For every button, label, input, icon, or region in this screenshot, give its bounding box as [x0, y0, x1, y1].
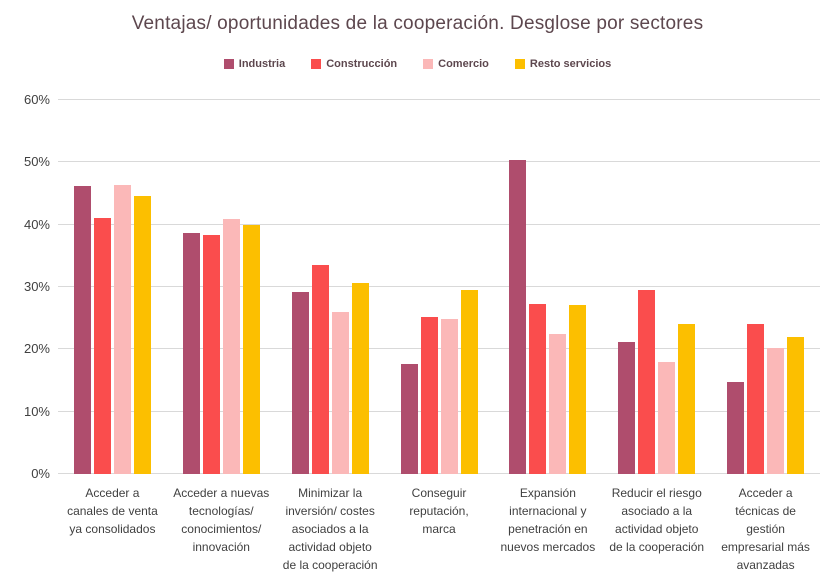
legend-label: Industria: [238, 58, 286, 70]
gridline-10: [58, 410, 820, 412]
bar-group-2: [167, 100, 276, 474]
bar-resto-servicios-cat4: [460, 289, 478, 474]
y-axis: 0% 10% 20% 30% 40% 50% 60%: [6, 92, 50, 481]
legend-swatch-icon: [514, 59, 525, 69]
y-tick-label-50: 50%: [23, 154, 50, 170]
bar-industria-cat1: [73, 186, 91, 474]
bar-comercio-cat1: [113, 184, 131, 474]
y-tick-label-60: 60%: [23, 92, 50, 107]
chart-legend: Industria Construcción Comercio Resto servi…: [0, 58, 835, 70]
bar-resto-servicios-cat6: [678, 323, 696, 474]
legend-item-comercio: Comercio: [423, 58, 489, 70]
bar-construcción-cat1: [93, 217, 111, 474]
bar-construcción-cat4: [420, 316, 438, 474]
bar-resto-servicios-cat2: [242, 224, 260, 474]
bar-group-6: [602, 100, 711, 474]
bar-resto-servicios-cat7: [787, 336, 805, 474]
y-tick-label-40: 40%: [23, 216, 50, 232]
bar-group-3: [276, 100, 385, 474]
bar-construcción-cat3: [311, 265, 329, 474]
bar-industria-cat6: [618, 341, 636, 474]
bar-comercio-cat3: [331, 311, 349, 474]
chart-title: Ventajas/ oportunidades de la cooperació…: [131, 13, 704, 34]
bar-construcción-cat2: [202, 235, 220, 474]
bar-group-5: [493, 100, 602, 474]
y-tick-label-20: 20%: [23, 341, 50, 357]
bar-industria-cat2: [182, 233, 200, 474]
gridline-50: [58, 161, 820, 163]
gridline-60: [58, 99, 820, 100]
bar-group-1: [58, 100, 167, 474]
bar-construcción-cat7: [747, 324, 765, 474]
bar-resto-servicios-cat1: [133, 196, 151, 474]
x-category-label-7: Acceder a técnicas de gestión empresaria…: [721, 486, 810, 572]
plot-area: [58, 99, 820, 474]
y-tick-label-30: 30%: [23, 279, 50, 294]
legend-swatch-icon: [311, 59, 322, 69]
bar-comercio-cat2: [222, 219, 240, 474]
bar-comercio-cat7: [767, 348, 785, 474]
bar-comercio-cat5: [549, 333, 567, 474]
bar-comercio-cat4: [440, 318, 458, 474]
legend-label: Construcción: [326, 58, 398, 70]
bar-resto-servicios-cat3: [351, 282, 369, 474]
legend-swatch-icon: [423, 59, 434, 69]
bar-comercio-cat6: [658, 362, 676, 474]
y-tick-label-10: 10%: [23, 403, 50, 419]
x-category-label-1: Acceder a canales de venta ya consolidad…: [67, 486, 158, 536]
bar-industria-cat5: [509, 160, 527, 474]
x-category-label-6: Reducir el riesgo asociado a la activida…: [609, 486, 705, 554]
bar-construcción-cat5: [529, 303, 547, 474]
bar-industria-cat3: [291, 292, 309, 474]
gridline-30: [58, 286, 820, 287]
legend-swatch-icon: [223, 59, 234, 69]
bar-industria-cat4: [400, 363, 418, 474]
legend-label: Comercio: [438, 58, 489, 70]
legend-item-industria: Industria: [223, 58, 286, 70]
legend-item-construcción: Construcción: [311, 58, 397, 70]
bar-industria-cat7: [727, 382, 745, 474]
bar-group-4: [385, 100, 494, 474]
x-category-label-5: Expansión internacional y penetración en…: [500, 486, 596, 554]
x-category-label-4: Conseguir reputación, marca: [409, 486, 469, 536]
y-tick-label-0: 0%: [31, 466, 50, 481]
x-category-label-3: Minimizar la inversión/ costes asociados…: [282, 486, 378, 572]
gridline-40: [58, 223, 820, 225]
gridline-0: [58, 473, 820, 474]
bar-construcción-cat6: [638, 290, 656, 474]
x-axis: Acceder a canales de venta ya consolidad…: [58, 484, 820, 574]
x-category-label-2: Acceder a nuevas tecnologías/ conocimien…: [173, 486, 270, 554]
gridline-20: [58, 348, 820, 350]
bar-group-7: [711, 100, 820, 474]
legend-label: Resto servicios: [529, 58, 612, 70]
bar-resto-servicios-cat5: [569, 305, 587, 474]
legend-item-resto-servicios: Resto servicios: [514, 58, 612, 70]
bar-groups: [58, 100, 820, 474]
